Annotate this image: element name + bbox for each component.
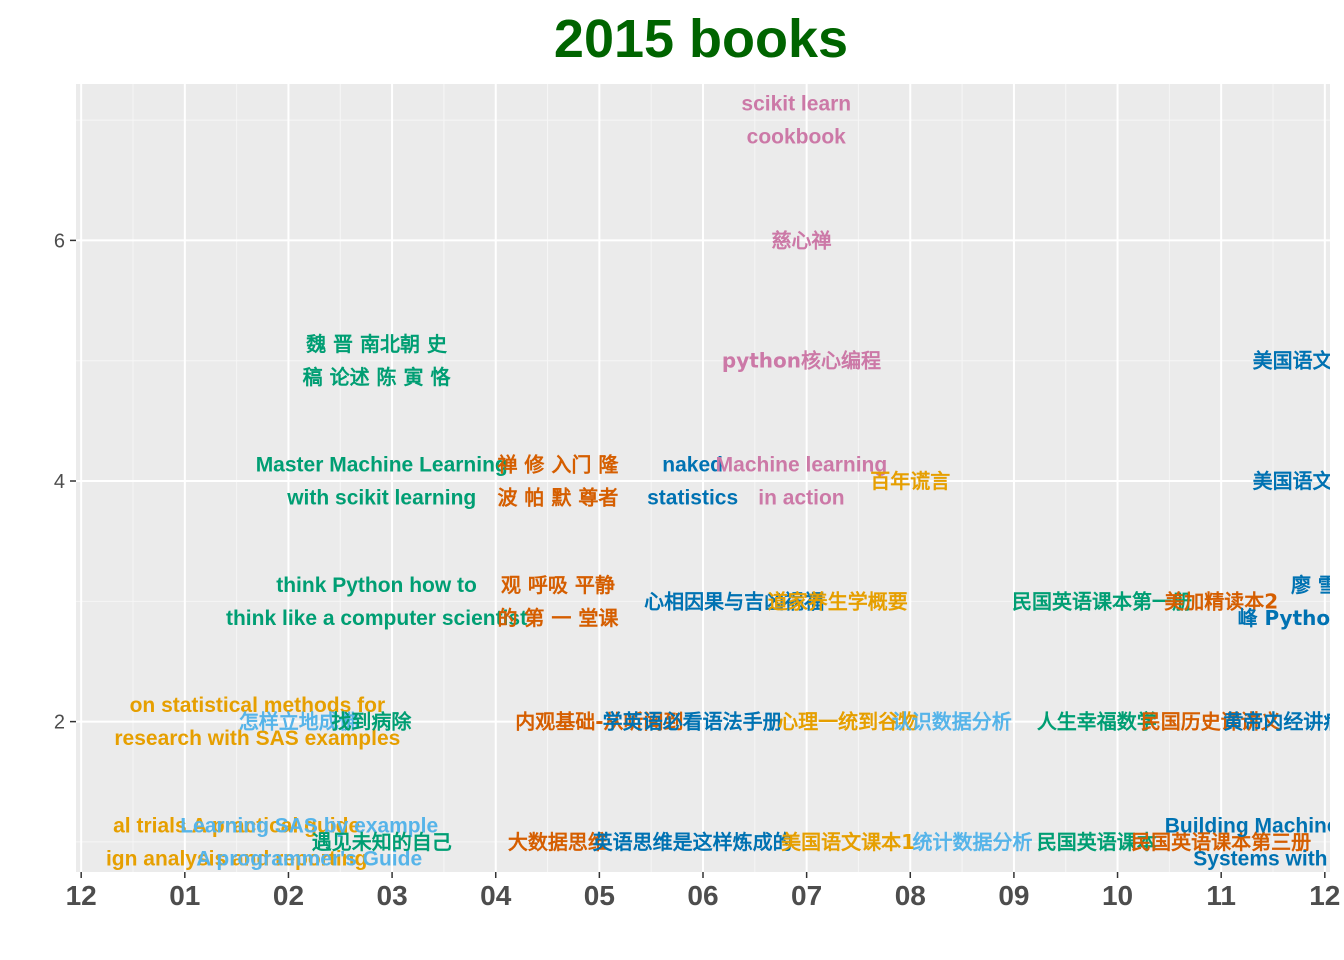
book-label: 美加精读本2 bbox=[1164, 589, 1278, 613]
book-label: 心理一统到谷物 bbox=[778, 710, 918, 734]
book-label: 禅 修 入门 隆波 帕 默 尊者 bbox=[496, 453, 619, 510]
x-tick-label: 09 bbox=[998, 880, 1029, 911]
x-tick-label: 08 bbox=[895, 880, 926, 911]
book-label: 美国语文课本1 bbox=[781, 830, 915, 854]
book-label: 认识数据分析 bbox=[892, 710, 1012, 734]
book-label: think Python how to think like a computer… bbox=[226, 574, 527, 630]
y-tick-label: 2 bbox=[54, 712, 65, 734]
book-label: 内观基础-从听闻到 bbox=[515, 710, 683, 734]
y-tick-label: 4 bbox=[54, 471, 65, 493]
book-label: 廖 雪峰 Python 教程 bbox=[1238, 573, 1344, 630]
book-label: 民国历史课讲义 bbox=[1141, 710, 1281, 734]
book-label: Machine learning in action bbox=[716, 454, 888, 510]
x-tick-label: 02 bbox=[273, 880, 304, 911]
chart-title: 2015 books bbox=[554, 9, 848, 69]
book-label: 百年谎言 bbox=[870, 469, 950, 493]
x-tick-label: 07 bbox=[791, 880, 822, 911]
book-label: 心相因果与吉凶祸福 bbox=[644, 589, 824, 613]
book-label: 人生幸福数学 bbox=[1037, 710, 1157, 734]
book-label: scikit learn cookbook bbox=[741, 93, 851, 149]
x-tick-label: 11 bbox=[1206, 880, 1236, 911]
book-label: 找到病除 bbox=[331, 710, 412, 734]
book-label: al trials A practical guide ign analysis … bbox=[106, 814, 367, 870]
x-tick-label: 05 bbox=[584, 880, 615, 911]
book-label: 民国英语课本 bbox=[1037, 830, 1157, 854]
book-label: 黄帝内经讲病 bbox=[1223, 710, 1343, 734]
x-tick-label: 03 bbox=[377, 880, 408, 911]
y-tick-label: 6 bbox=[54, 230, 65, 252]
book-label: on statistical methods for research with … bbox=[114, 694, 400, 750]
book-label: 怎样立地成佛 bbox=[239, 710, 359, 734]
grid-major bbox=[76, 84, 1330, 872]
book-label: 美国语文课本3 bbox=[1253, 349, 1344, 373]
book-label: 英语思维是这样炼成的 bbox=[593, 830, 793, 854]
x-axis: 12 01 02 03 04 05 06 07 08 09 10 11 12 bbox=[66, 872, 1340, 911]
x-tick-label: 01 bbox=[169, 880, 200, 911]
x-tick-label: 12 bbox=[66, 880, 97, 911]
book-label: 民国英语课本第一册 bbox=[1012, 589, 1192, 613]
book-labels: scikit learn cookbook 慈心禅 python核心编程 魏 晋 南北朝… bbox=[106, 93, 1344, 871]
book-label: 道家养生学概要 bbox=[768, 589, 908, 613]
x-tick-label: 12 bbox=[1309, 880, 1340, 911]
y-axis: 2 4 6 bbox=[54, 230, 76, 734]
book-label: Learning SAS by example A programmer's Gu… bbox=[180, 814, 438, 870]
x-tick-label: 04 bbox=[480, 880, 512, 911]
book-label: 民国英语课本第三册 bbox=[1131, 830, 1311, 854]
book-label: Building Machine LearningSystems with Py… bbox=[1165, 814, 1344, 870]
book-label: 统计数据分析 bbox=[912, 830, 1032, 854]
book-label: Master Machine Learning with scikit learn… bbox=[256, 454, 508, 510]
book-label: naked statistics bbox=[647, 454, 738, 510]
book-label: 慈心禅 bbox=[771, 228, 831, 252]
x-tick-label: 06 bbox=[687, 880, 718, 911]
book-label: 遇见未知的自己 bbox=[312, 830, 452, 854]
book-label: 观 呼吸 平静的 第 一 堂课 bbox=[497, 573, 619, 630]
book-label: 魏 晋 南北朝 史稿 论述 陈 寅 恪 bbox=[303, 332, 452, 389]
book-label: 学英语必看语法手册 bbox=[603, 710, 783, 734]
x-tick-label: 10 bbox=[1102, 880, 1133, 911]
book-label: python核心编程 bbox=[722, 349, 881, 373]
book-label: 大数据思维 bbox=[508, 830, 608, 854]
book-label: 美国语文课本2 bbox=[1253, 469, 1344, 493]
